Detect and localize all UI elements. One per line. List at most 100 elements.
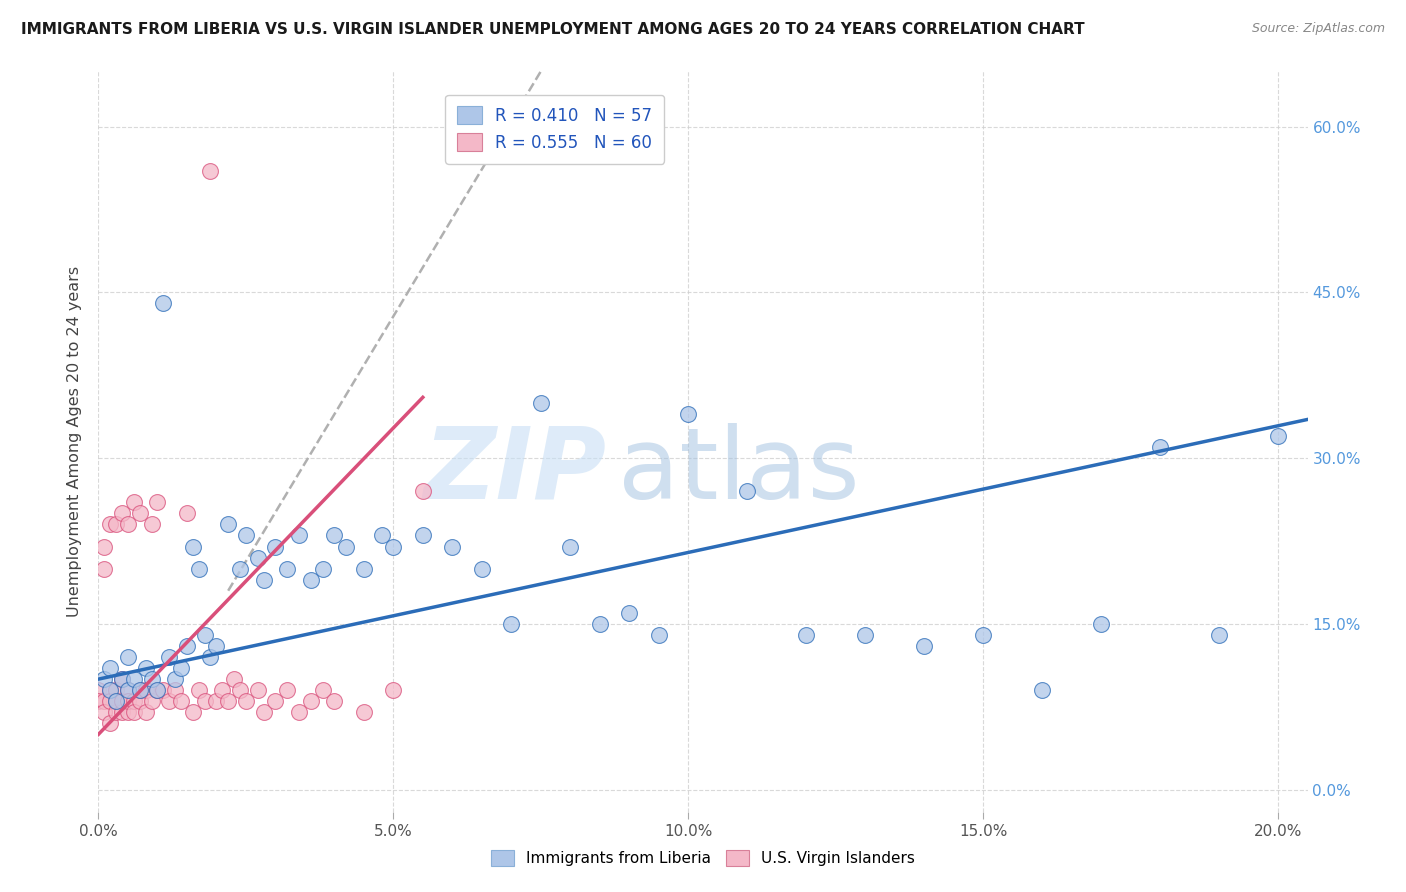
Point — [412, 484, 434, 499]
Point — [370, 528, 392, 542]
Point — [128, 683, 150, 698]
Point — [246, 683, 269, 698]
Point — [217, 694, 239, 708]
Point — [299, 573, 322, 587]
Point — [87, 683, 110, 698]
Point — [323, 528, 346, 542]
Point — [187, 561, 209, 575]
Point — [135, 661, 157, 675]
Point — [135, 683, 157, 698]
Point — [276, 561, 298, 575]
Point — [176, 639, 198, 653]
Point — [1208, 628, 1230, 642]
Point — [252, 706, 274, 720]
Point — [648, 628, 671, 642]
Point — [93, 540, 115, 554]
Point — [252, 573, 274, 587]
Point — [1090, 616, 1112, 631]
Point — [105, 683, 128, 698]
Point — [117, 683, 139, 698]
Point — [122, 694, 145, 708]
Point — [146, 683, 169, 698]
Point — [1149, 440, 1171, 454]
Point — [165, 683, 187, 698]
Point — [1031, 683, 1053, 698]
Point — [117, 517, 139, 532]
Point — [205, 694, 228, 708]
Point — [176, 507, 198, 521]
Point — [382, 683, 405, 698]
Point — [93, 694, 115, 708]
Point — [170, 694, 193, 708]
Point — [128, 694, 150, 708]
Text: ZIP: ZIP — [423, 423, 606, 520]
Point — [222, 672, 245, 686]
Point — [912, 639, 935, 653]
Point — [264, 540, 287, 554]
Point — [117, 694, 139, 708]
Point — [441, 540, 464, 554]
Point — [229, 683, 252, 698]
Point — [323, 694, 346, 708]
Point — [122, 706, 145, 720]
Text: atlas: atlas — [619, 423, 860, 520]
Point — [589, 616, 612, 631]
Point — [93, 672, 115, 686]
Point — [98, 694, 121, 708]
Point — [560, 540, 582, 554]
Point — [311, 683, 333, 698]
Point — [353, 561, 375, 575]
Point — [335, 540, 357, 554]
Point — [501, 616, 523, 631]
Point — [181, 540, 204, 554]
Point — [264, 694, 287, 708]
Point — [217, 517, 239, 532]
Point — [98, 683, 121, 698]
Point — [141, 672, 163, 686]
Point — [146, 495, 169, 509]
Point — [165, 672, 187, 686]
Point — [311, 561, 333, 575]
Point — [170, 661, 193, 675]
Point — [235, 694, 257, 708]
Text: IMMIGRANTS FROM LIBERIA VS U.S. VIRGIN ISLANDER UNEMPLOYMENT AMONG AGES 20 TO 24: IMMIGRANTS FROM LIBERIA VS U.S. VIRGIN I… — [21, 22, 1084, 37]
Point — [98, 661, 121, 675]
Point — [678, 407, 700, 421]
Legend: R = 0.410   N = 57, R = 0.555   N = 60: R = 0.410 N = 57, R = 0.555 N = 60 — [446, 95, 664, 163]
Point — [211, 683, 233, 698]
Y-axis label: Unemployment Among Ages 20 to 24 years: Unemployment Among Ages 20 to 24 years — [67, 266, 83, 617]
Point — [128, 507, 150, 521]
Point — [181, 706, 204, 720]
Point — [229, 561, 252, 575]
Point — [98, 683, 121, 698]
Point — [152, 296, 174, 310]
Point — [276, 683, 298, 698]
Point — [122, 495, 145, 509]
Point — [382, 540, 405, 554]
Point — [122, 672, 145, 686]
Point — [98, 716, 121, 731]
Point — [187, 683, 209, 698]
Point — [299, 694, 322, 708]
Point — [98, 517, 121, 532]
Point — [471, 561, 494, 575]
Point — [117, 683, 139, 698]
Point — [353, 706, 375, 720]
Point — [412, 528, 434, 542]
Point — [93, 561, 115, 575]
Point — [530, 396, 553, 410]
Point — [111, 672, 134, 686]
Point — [146, 683, 169, 698]
Point — [111, 672, 134, 686]
Point — [157, 694, 180, 708]
Point — [246, 550, 269, 565]
Point — [200, 650, 222, 665]
Point — [111, 706, 134, 720]
Point — [288, 528, 311, 542]
Point — [105, 694, 128, 708]
Point — [117, 650, 139, 665]
Point — [200, 163, 222, 178]
Point — [619, 606, 641, 620]
Point — [87, 694, 110, 708]
Point — [105, 694, 128, 708]
